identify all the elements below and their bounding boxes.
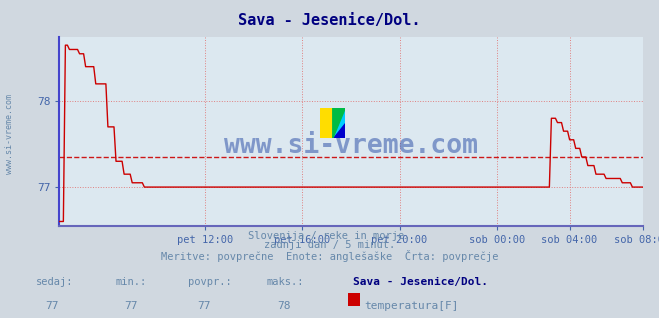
Bar (333, 108, 345, 138)
Text: 77: 77 (198, 301, 211, 310)
Text: temperatura[F]: temperatura[F] (364, 301, 458, 310)
Text: www.si-vreme.com: www.si-vreme.com (5, 93, 14, 174)
Text: min.:: min.: (115, 277, 146, 287)
Polygon shape (333, 123, 345, 138)
Text: 78: 78 (277, 301, 290, 310)
Text: 77: 77 (124, 301, 137, 310)
Text: 77: 77 (45, 301, 58, 310)
Bar (320, 108, 333, 138)
Polygon shape (333, 108, 345, 138)
Text: Meritve: povprečne  Enote: anglešaške  Črta: povprečje: Meritve: povprečne Enote: anglešaške Črt… (161, 250, 498, 262)
Text: www.si-vreme.com: www.si-vreme.com (224, 133, 478, 159)
Text: povpr.:: povpr.: (188, 277, 231, 287)
Text: Slovenija / reke in morje.: Slovenija / reke in morje. (248, 231, 411, 240)
Text: sedaj:: sedaj: (36, 277, 74, 287)
Text: Sava - Jesenice/Dol.: Sava - Jesenice/Dol. (353, 277, 488, 287)
Text: Sava - Jesenice/Dol.: Sava - Jesenice/Dol. (239, 13, 420, 28)
Text: zadnji dan / 5 minut.: zadnji dan / 5 minut. (264, 240, 395, 250)
Text: maks.:: maks.: (267, 277, 304, 287)
